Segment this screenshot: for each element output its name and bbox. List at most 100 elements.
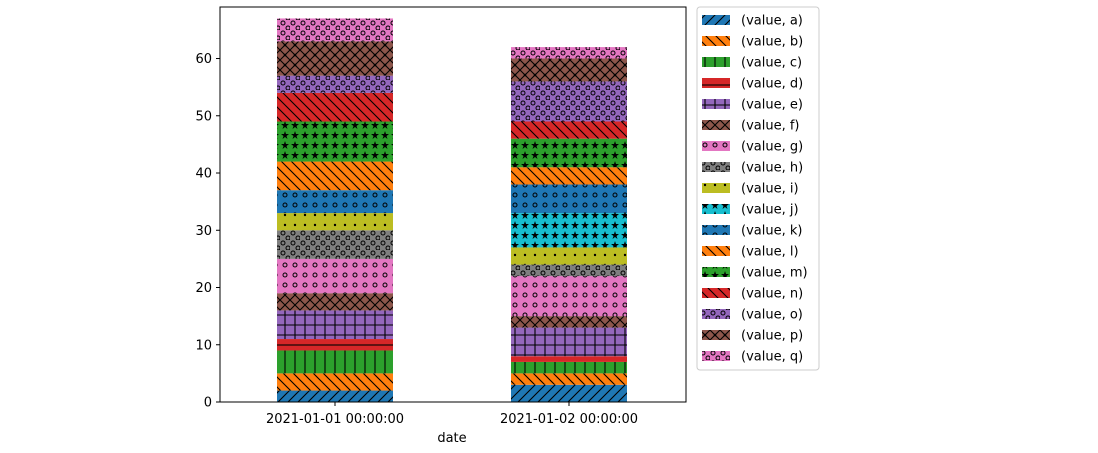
legend-label: (value, g) <box>741 140 803 155</box>
legend-swatch <box>702 246 730 256</box>
bar-segment-value-g-1 <box>277 258 393 294</box>
bar-segment-value-k-1 <box>277 190 393 214</box>
bar-segment-value-o-2 <box>511 81 627 122</box>
legend-item: (value, a) <box>702 14 803 29</box>
bar-segment-value-l-2 <box>511 167 627 185</box>
legend-swatch <box>702 15 730 25</box>
legend-label: (value, l) <box>741 245 799 260</box>
legend-item: (value, p) <box>702 329 803 344</box>
bar-segment-value-a-2 <box>511 384 627 402</box>
bar-segment-value-p-1 <box>277 41 393 76</box>
y-tick-label: 60 <box>195 52 212 67</box>
bar-segment-value-e-2 <box>511 327 627 357</box>
y-tick-label: 0 <box>204 396 212 411</box>
legend-label: (value, e) <box>741 98 803 113</box>
legend-swatch <box>702 120 730 130</box>
bar-segment-value-n-2 <box>511 121 627 139</box>
bar-segment-value-d-1 <box>277 339 393 351</box>
y-tick-label: 40 <box>195 167 212 182</box>
legend-item: (value, j) <box>702 203 799 218</box>
bar-segment-value-c-1 <box>277 350 393 374</box>
x-axis-label: date <box>437 431 466 446</box>
legend-item: (value, d) <box>702 77 803 92</box>
legend-item: (value, i) <box>702 182 799 197</box>
bar-segment-value-a-1 <box>277 390 393 402</box>
bar-segment-value-q-2 <box>511 47 627 59</box>
legend-item: (value, g) <box>702 140 803 155</box>
legend-swatch <box>702 288 730 298</box>
bar-segment-value-h-1 <box>277 230 393 259</box>
legend-swatch <box>702 183 730 193</box>
y-tick-label: 50 <box>195 109 212 124</box>
bar-segment-value-e-1 <box>277 310 393 340</box>
legend-swatch <box>702 36 730 46</box>
bar-segment-value-i-1 <box>277 213 393 231</box>
legend-label: (value, m) <box>741 266 808 281</box>
legend-label: (value, f) <box>741 119 800 134</box>
legend-frame <box>696 6 820 371</box>
legend-item: (value, q) <box>702 350 803 365</box>
y-tick-label: 10 <box>195 338 212 353</box>
legend-item: (value, k) <box>702 224 802 239</box>
bar-segment-value-o-1 <box>277 75 393 93</box>
bar-segment-value-q-1 <box>277 18 393 42</box>
bar-segment-value-h-2 <box>511 264 627 277</box>
x-tick-label: 2021-01-01 00:00:00 <box>266 412 404 427</box>
legend-item: (value, n) <box>702 287 803 302</box>
legend-item: (value, e) <box>702 98 803 113</box>
legend-item: (value, o) <box>702 308 803 323</box>
bar-segment-value-m-1 <box>277 121 393 162</box>
legend-label: (value, o) <box>741 308 803 323</box>
legend-label: (value, n) <box>741 287 803 302</box>
bar-segment-value-j-2 <box>511 213 627 248</box>
x-axis: 2021-01-01 00:00:00 2021-01-02 00:00:00 <box>266 402 638 427</box>
legend-label: (value, k) <box>741 224 802 239</box>
bar-segment-value-p-2 <box>511 58 627 82</box>
legend-label: (value, b) <box>741 35 803 50</box>
y-tick-label: 20 <box>195 281 212 296</box>
legend-label: (value, a) <box>741 14 803 29</box>
bars-layer <box>277 18 627 402</box>
legend-label: (value, d) <box>741 77 803 92</box>
y-tick-label: 30 <box>195 224 212 239</box>
legend-label: (value, p) <box>741 329 803 344</box>
bar-segment-value-b-1 <box>277 373 393 391</box>
bar-segment-value-f-2 <box>511 316 627 328</box>
legend-item: (value, l) <box>702 245 799 260</box>
bar-segment-value-m-2 <box>511 138 627 168</box>
legend-swatch <box>702 225 730 235</box>
legend: (value, a) (value, b) (value, c) (value, d)… <box>696 6 820 371</box>
bar-segment-value-n-1 <box>277 92 393 122</box>
bar-segment-value-k-2 <box>511 184 627 214</box>
legend-item: (value, f) <box>702 119 800 134</box>
legend-swatch <box>702 57 730 67</box>
legend-swatch <box>702 99 730 109</box>
legend-swatch <box>702 78 730 88</box>
bar-segment-value-c-2 <box>511 361 627 374</box>
legend-item: (value, m) <box>702 266 808 281</box>
legend-item: (value, c) <box>702 56 802 71</box>
legend-swatch <box>702 141 730 151</box>
bar-segment-value-d-2 <box>511 356 627 362</box>
y-axis: 0 10 20 30 40 50 60 <box>195 52 220 411</box>
bar-segment-value-b-2 <box>511 373 627 385</box>
legend-swatch <box>702 309 730 319</box>
legend-swatch <box>702 162 730 172</box>
legend-label: (value, q) <box>741 350 803 365</box>
legend-item: (value, b) <box>702 35 803 50</box>
bar-segment-value-l-1 <box>277 161 393 191</box>
legend-label: (value, h) <box>741 161 803 176</box>
legend-label: (value, c) <box>741 56 802 71</box>
legend-item: (value, h) <box>702 161 803 176</box>
legend-swatch <box>702 267 730 277</box>
x-tick-label: 2021-01-02 00:00:00 <box>500 412 638 427</box>
legend-label: (value, i) <box>741 182 799 197</box>
legend-swatch <box>702 330 730 340</box>
bar-segment-value-f-1 <box>277 293 393 311</box>
plot-area-frame <box>219 6 687 403</box>
legend-label: (value, j) <box>741 203 799 218</box>
legend-swatch <box>702 351 730 361</box>
legend-swatch <box>702 204 730 214</box>
bar-segment-value-i-2 <box>511 247 627 265</box>
